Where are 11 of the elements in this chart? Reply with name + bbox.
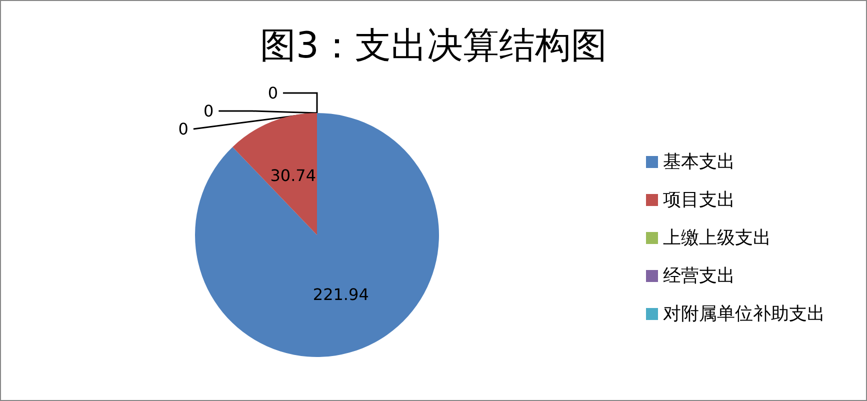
data-label: 30.74 xyxy=(270,166,316,186)
legend-label: 基本支出 xyxy=(663,152,735,172)
legend-label: 上缴上级支出 xyxy=(663,228,771,248)
text: 0 xyxy=(203,102,214,120)
text: 0 xyxy=(268,84,278,102)
data-label: 221.94 xyxy=(312,284,369,304)
legend-label: 对附属单位补助支出 xyxy=(663,304,825,324)
legend-label: 项目支出 xyxy=(663,190,735,210)
chart-title: 图3：支出决算结构图 xyxy=(260,26,607,66)
legend-label: 经营支出 xyxy=(663,266,735,286)
text: 0 xyxy=(178,120,188,138)
